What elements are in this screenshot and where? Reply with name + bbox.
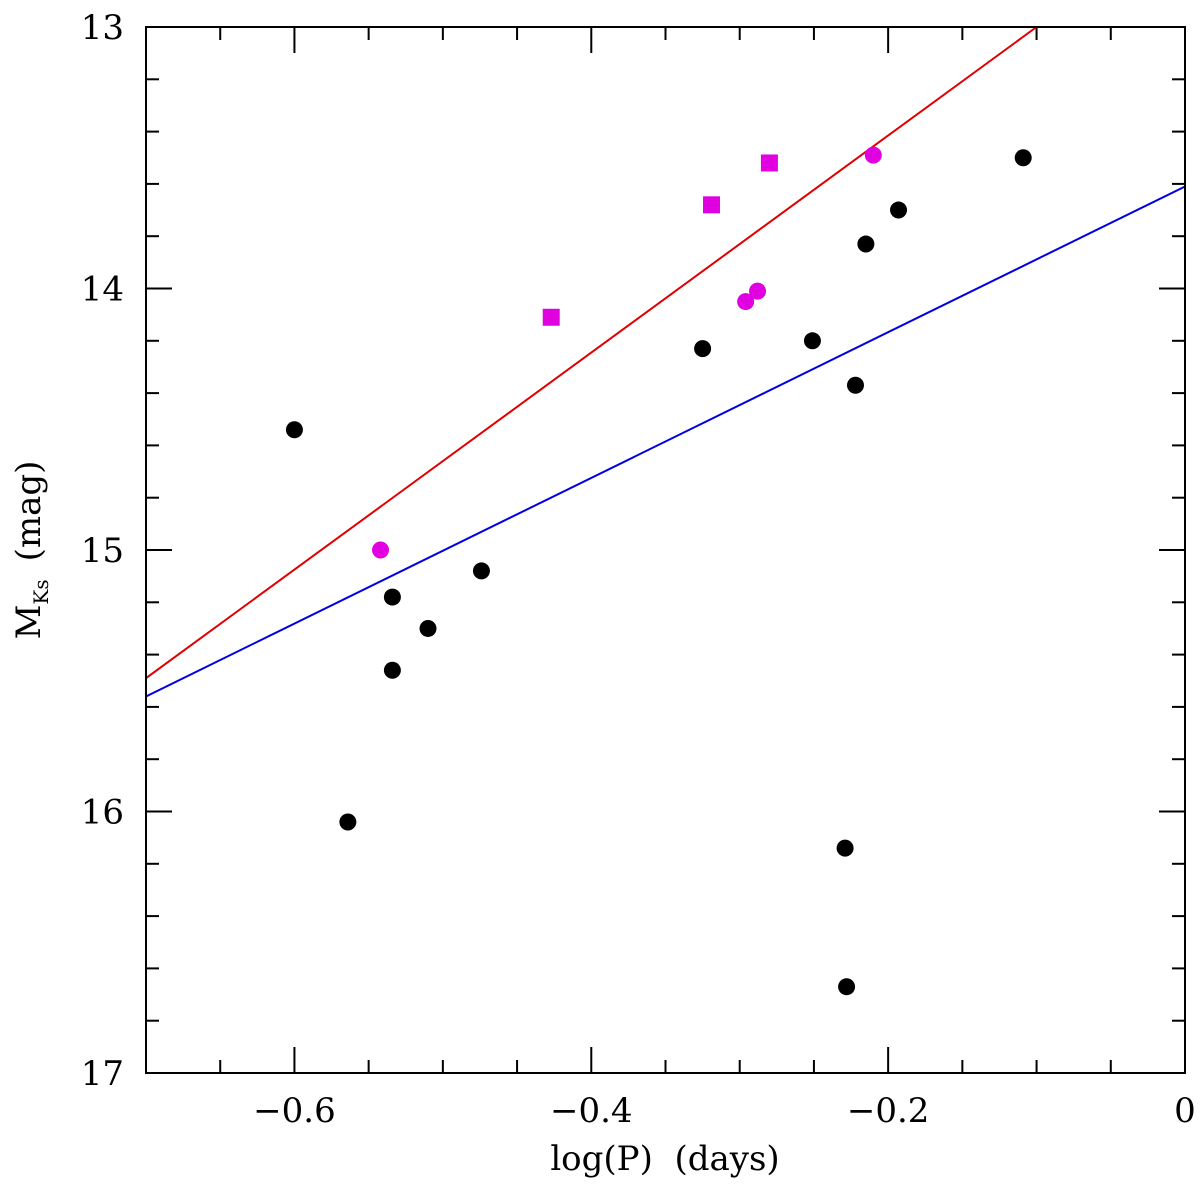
magenta-circles-point [749,282,767,300]
magenta-squares-point [542,308,560,326]
black-circles-point [846,376,864,394]
black-circles-point [803,332,821,350]
y-tick-label: 15 [81,531,124,571]
black-circles-point [383,661,401,679]
magenta-circles-point [864,146,882,164]
y-tick-label: 17 [81,1054,124,1094]
black-circles-point [857,235,875,253]
y-tick-label: 16 [81,793,124,833]
black-circles-point [339,813,357,831]
tick-labels: −0.6 −0.4 −0.2 0 13 14 15 16 17 [81,8,1196,1131]
plot-frame [145,26,1186,1074]
x-tick-label: −0.4 [550,1091,633,1131]
black-circles-point [694,340,712,358]
y-tick-label: 13 [81,8,124,48]
magenta-circles-point [737,293,755,311]
blue-fit-line [146,185,1185,698]
magenta-squares-point [703,196,721,214]
red-fit-line [146,27,1038,679]
axis-ticks [145,26,1186,1074]
black-circles-point [838,978,856,996]
data-markers [285,146,1032,996]
x-tick-label: 0 [1174,1091,1196,1131]
magenta-circles-point [372,541,390,559]
y-tick-label: 14 [81,270,124,310]
black-circles-point [383,588,401,606]
x-tick-label: −0.2 [847,1091,930,1131]
x-axis-title: log(P) (days) [550,1139,779,1179]
magenta-squares-point [760,154,778,172]
black-circles-point [472,562,490,580]
black-circles-point [285,421,303,439]
black-circles-point [890,201,908,219]
black-circles-point [1014,149,1032,167]
y-axis-title-subscript: Ks [29,579,53,604]
y-axis-title-unit: (mag) [9,461,49,562]
black-circles-point [419,619,437,637]
y-axis-title: MKs (mag) [9,461,53,640]
fit-lines [146,27,1185,698]
x-tick-label: −0.6 [253,1091,336,1131]
y-axis-title-main: M [9,605,49,640]
black-circles-point [836,839,854,857]
